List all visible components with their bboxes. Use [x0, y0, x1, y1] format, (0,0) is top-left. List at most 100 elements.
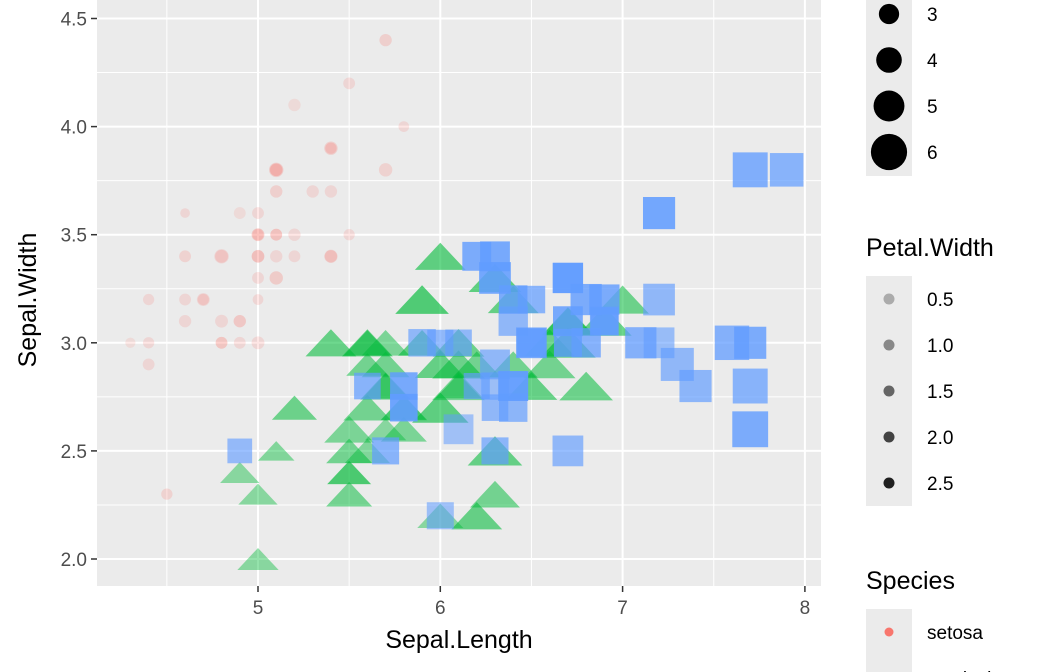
data-point-triangle — [326, 438, 373, 464]
data-point-triangle — [327, 460, 371, 485]
data-point-triangle — [327, 460, 372, 485]
data-point-circle — [378, 163, 393, 177]
size-legend: 3 4 5 6 — [866, 0, 938, 176]
data-point-circle — [252, 207, 264, 219]
data-point-square — [642, 197, 676, 230]
data-point-triangle — [451, 502, 503, 530]
data-point-circle — [215, 336, 228, 349]
data-point-circle — [398, 121, 410, 132]
data-point-square — [732, 411, 769, 448]
species-legend: Species setosa versicolor — [866, 567, 1009, 672]
series-setosa — [125, 33, 410, 500]
size-legend-key — [878, 3, 900, 25]
size-legend-label: 5 — [927, 97, 938, 118]
data-point-triangle — [326, 481, 373, 507]
data-point-circle — [270, 228, 283, 241]
data-point-square — [732, 152, 768, 188]
data-point-circle — [270, 185, 283, 198]
data-point-circle — [251, 336, 265, 350]
size-legend-key — [873, 90, 905, 122]
data-point-circle — [343, 77, 356, 90]
data-point-circle — [252, 229, 264, 241]
data-point-triangle — [305, 329, 357, 357]
data-point-triangle — [523, 350, 576, 379]
data-point-circle — [214, 249, 229, 264]
data-point-triangle — [343, 394, 392, 421]
y-tick-label: 3.0 — [61, 334, 87, 355]
data-point-square — [769, 153, 804, 187]
data-point-triangle — [271, 395, 318, 420]
species-legend-label: setosa — [927, 623, 983, 644]
data-point-circle — [215, 336, 228, 349]
data-point-circle — [233, 315, 246, 328]
x-tick-label: 7 — [617, 598, 628, 619]
data-point-circle — [269, 163, 283, 177]
data-point-square — [553, 328, 582, 357]
data-point-circle — [325, 142, 337, 154]
data-point-triangle — [414, 242, 466, 270]
data-point-triangle — [220, 462, 260, 484]
data-point-triangle — [380, 416, 427, 442]
data-point-circle — [252, 294, 264, 305]
data-point-triangle — [364, 418, 407, 441]
y-tick-label: 2.0 — [61, 550, 87, 571]
panel-background — [97, 0, 821, 586]
size-legend-key — [876, 47, 902, 73]
data-point-triangle — [361, 351, 410, 378]
data-point-circle — [197, 293, 209, 306]
major-gridlines — [97, 0, 821, 586]
data-point-square — [462, 241, 492, 271]
alpha-legend-key — [883, 339, 895, 351]
y-tick-label: 3.5 — [61, 226, 87, 247]
data-point-triangle — [559, 371, 613, 401]
data-point-square — [552, 262, 584, 294]
x-axis-title: Sepal.Length — [385, 626, 532, 654]
data-point-circle — [252, 272, 264, 284]
data-point-circle — [179, 293, 191, 306]
alpha-legend-label: 2.0 — [927, 428, 953, 449]
data-point-circle — [251, 249, 265, 263]
data-point-circle — [142, 358, 155, 371]
data-point-square — [443, 414, 474, 445]
x-tick-label: 6 — [435, 598, 446, 619]
data-point-circle — [268, 162, 284, 178]
data-point-square — [643, 327, 675, 359]
alpha-legend-key — [883, 431, 895, 443]
data-point-square — [481, 437, 509, 465]
alpha-legend-label: 2.5 — [927, 474, 953, 495]
data-point-square — [679, 369, 712, 403]
data-point-circle — [179, 250, 191, 263]
data-point-triangle — [343, 330, 391, 356]
size-legend-label: 6 — [927, 143, 938, 164]
data-point-square — [426, 502, 454, 530]
data-point-circle — [180, 208, 190, 218]
petal-width-legend-title: Petal.Width — [866, 234, 994, 262]
data-point-square — [481, 372, 509, 400]
series-square — [227, 152, 804, 530]
data-point-triangle — [414, 350, 466, 378]
data-point-circle — [142, 293, 155, 306]
species-legend-title: Species — [866, 567, 955, 595]
data-point-triangle — [361, 329, 410, 356]
alpha-legend-label: 1.0 — [927, 336, 953, 357]
data-point-circle — [196, 293, 210, 306]
data-point-square — [354, 372, 381, 400]
data-point-circle — [233, 207, 246, 219]
size-legend-key — [870, 133, 908, 171]
data-points — [125, 33, 804, 571]
data-point-circle — [215, 249, 228, 263]
alpha-legend-key — [883, 477, 895, 489]
size-legend-label: 4 — [927, 51, 938, 72]
data-point-circle — [251, 250, 265, 263]
data-point-triangle — [395, 285, 449, 314]
data-point-circle — [288, 250, 301, 263]
data-point-circle — [324, 185, 338, 198]
data-point-square — [517, 328, 546, 357]
data-point-square — [372, 437, 400, 465]
data-point-circle — [288, 228, 301, 241]
data-point-circle — [270, 228, 283, 241]
data-point-circle — [324, 249, 338, 264]
data-point-square — [227, 438, 253, 464]
data-point-triangle — [324, 415, 375, 443]
